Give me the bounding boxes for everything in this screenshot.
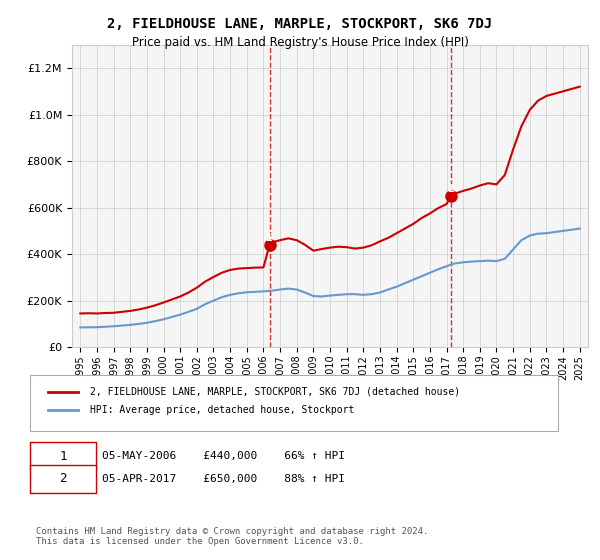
Text: 05-APR-2017    £650,000    88% ↑ HPI: 05-APR-2017 £650,000 88% ↑ HPI bbox=[102, 474, 345, 484]
Text: HPI: Average price, detached house, Stockport: HPI: Average price, detached house, Stoc… bbox=[90, 405, 355, 416]
Text: 2: 2 bbox=[59, 472, 67, 486]
Text: 2: 2 bbox=[448, 184, 454, 194]
Text: 1: 1 bbox=[266, 233, 273, 243]
Text: 1: 1 bbox=[59, 450, 67, 463]
Text: Contains HM Land Registry data © Crown copyright and database right 2024.
This d: Contains HM Land Registry data © Crown c… bbox=[36, 526, 428, 546]
Text: Price paid vs. HM Land Registry's House Price Index (HPI): Price paid vs. HM Land Registry's House … bbox=[131, 36, 469, 49]
Text: 2, FIELDHOUSE LANE, MARPLE, STOCKPORT, SK6 7DJ (detached house): 2, FIELDHOUSE LANE, MARPLE, STOCKPORT, S… bbox=[90, 387, 460, 397]
Text: 2, FIELDHOUSE LANE, MARPLE, STOCKPORT, SK6 7DJ: 2, FIELDHOUSE LANE, MARPLE, STOCKPORT, S… bbox=[107, 17, 493, 31]
Text: 05-MAY-2006    £440,000    66% ↑ HPI: 05-MAY-2006 £440,000 66% ↑ HPI bbox=[102, 451, 345, 461]
